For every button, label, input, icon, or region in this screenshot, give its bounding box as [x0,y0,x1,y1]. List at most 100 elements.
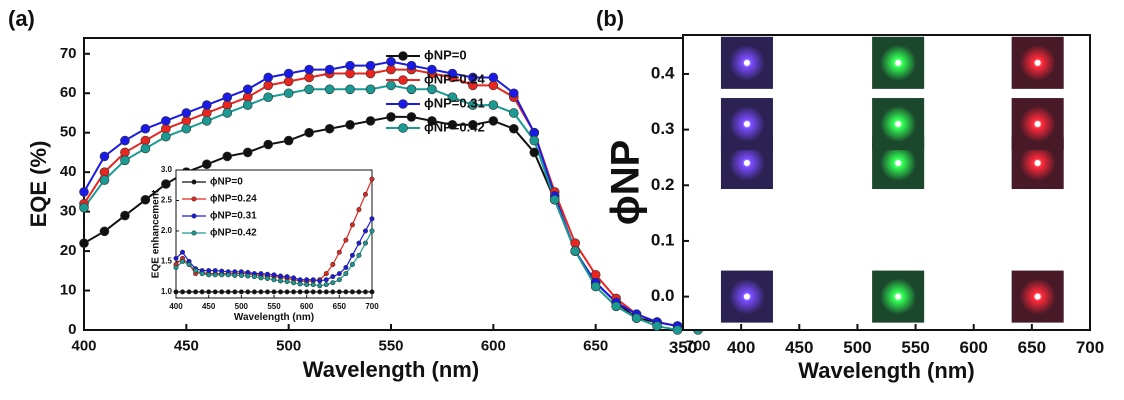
data-point [631,313,642,323]
x-axis-label: Wavelength (nm) [303,357,479,382]
emission-spot [895,160,902,167]
data-point [323,289,329,295]
legend-label: ϕNP=0.31 [424,95,485,110]
emission-spot [1034,160,1041,167]
x-tick-label: 400 [71,337,96,354]
data-point [219,289,225,295]
x-tick-label: 700 [1076,338,1104,357]
data-point [232,272,238,278]
data-point [263,139,274,150]
data-point [186,261,192,267]
y-tick-label: 0.4 [651,63,675,82]
data-point [365,60,376,71]
x-tick-label: 400 [727,338,755,357]
x-tick-label: 700 [365,302,379,311]
data-point [245,289,251,295]
y-axis-label: EQE enhancement [151,189,162,278]
data-point [406,60,417,71]
data-point [317,278,323,284]
data-point [336,289,342,295]
data-point [356,252,362,258]
data-point [369,176,375,182]
x-tick-label: 700 [685,337,710,354]
legend-label: ϕNP=0.24 [210,194,257,205]
data-point [323,277,329,283]
x-axis-label: Wavelength (nm) [798,358,974,383]
data-point [180,258,186,264]
data-point [264,271,270,277]
data-point [324,84,335,95]
legend-marker [191,196,197,202]
data-point [488,72,499,83]
x-tick-label: 500 [276,337,301,354]
data-point [264,275,270,281]
data-point [386,112,396,122]
legend-label: ϕNP=0 [424,47,467,62]
y-axis-label: EQE (%) [26,141,51,228]
data-point [343,289,349,295]
data-point [323,282,329,288]
data-point [222,151,233,162]
data-point [362,240,368,246]
data-point [356,289,362,295]
data-point [238,272,244,278]
data-point [202,159,212,170]
data-point [336,271,342,277]
data-point [386,80,396,91]
data-point [345,120,355,130]
legend-marker [398,99,408,109]
y-axis-label: ϕNP [604,140,648,226]
data-point [336,277,342,283]
data-point [173,289,179,295]
data-point [330,289,336,295]
data-point [330,261,336,267]
data-point [508,108,519,118]
y-tick-label: 0.3 [651,119,675,138]
data-point [99,151,110,162]
data-point [180,249,186,255]
data-point [284,289,290,295]
data-point [508,88,519,99]
y-tick-label: 2.0 [161,226,173,235]
data-point [427,64,437,75]
data-point [161,116,171,126]
data-point [362,228,368,234]
data-point [488,116,499,126]
x-tick-label: 350 [669,338,697,357]
data-point [283,88,294,99]
data-point [369,216,375,222]
data-point [212,289,218,295]
data-point [99,175,110,185]
data-point [242,84,253,95]
data-point [140,194,151,205]
data-point [264,289,270,295]
data-point [468,100,478,110]
data-point [120,155,130,166]
x-tick-label: 450 [785,338,813,357]
data-point [570,246,581,256]
y-tick-label: 3.0 [161,165,173,174]
data-point [349,289,355,295]
legend-marker [398,51,408,61]
data-point [349,222,355,228]
data-point [212,272,218,278]
data-point [324,123,335,134]
emission-spot [743,121,750,128]
y-tick-label: 0.1 [651,230,675,249]
data-point [529,147,540,158]
data-point [181,123,192,134]
x-tick-label: 650 [583,337,608,354]
data-point [222,92,233,102]
y-tick-label: 10 [60,282,77,299]
data-point [529,135,540,146]
data-point [406,112,417,122]
x-axis-label: Wavelength (nm) [234,312,314,323]
data-point [202,116,212,126]
legend-marker [191,230,197,236]
emission-spot [1034,293,1041,300]
x-tick-label: 600 [481,337,506,354]
y-tick-label: 1.0 [161,287,173,296]
data-point [304,289,310,295]
legend-label: ϕNP=0.42 [210,228,257,239]
x-tick-label: 650 [333,302,347,311]
